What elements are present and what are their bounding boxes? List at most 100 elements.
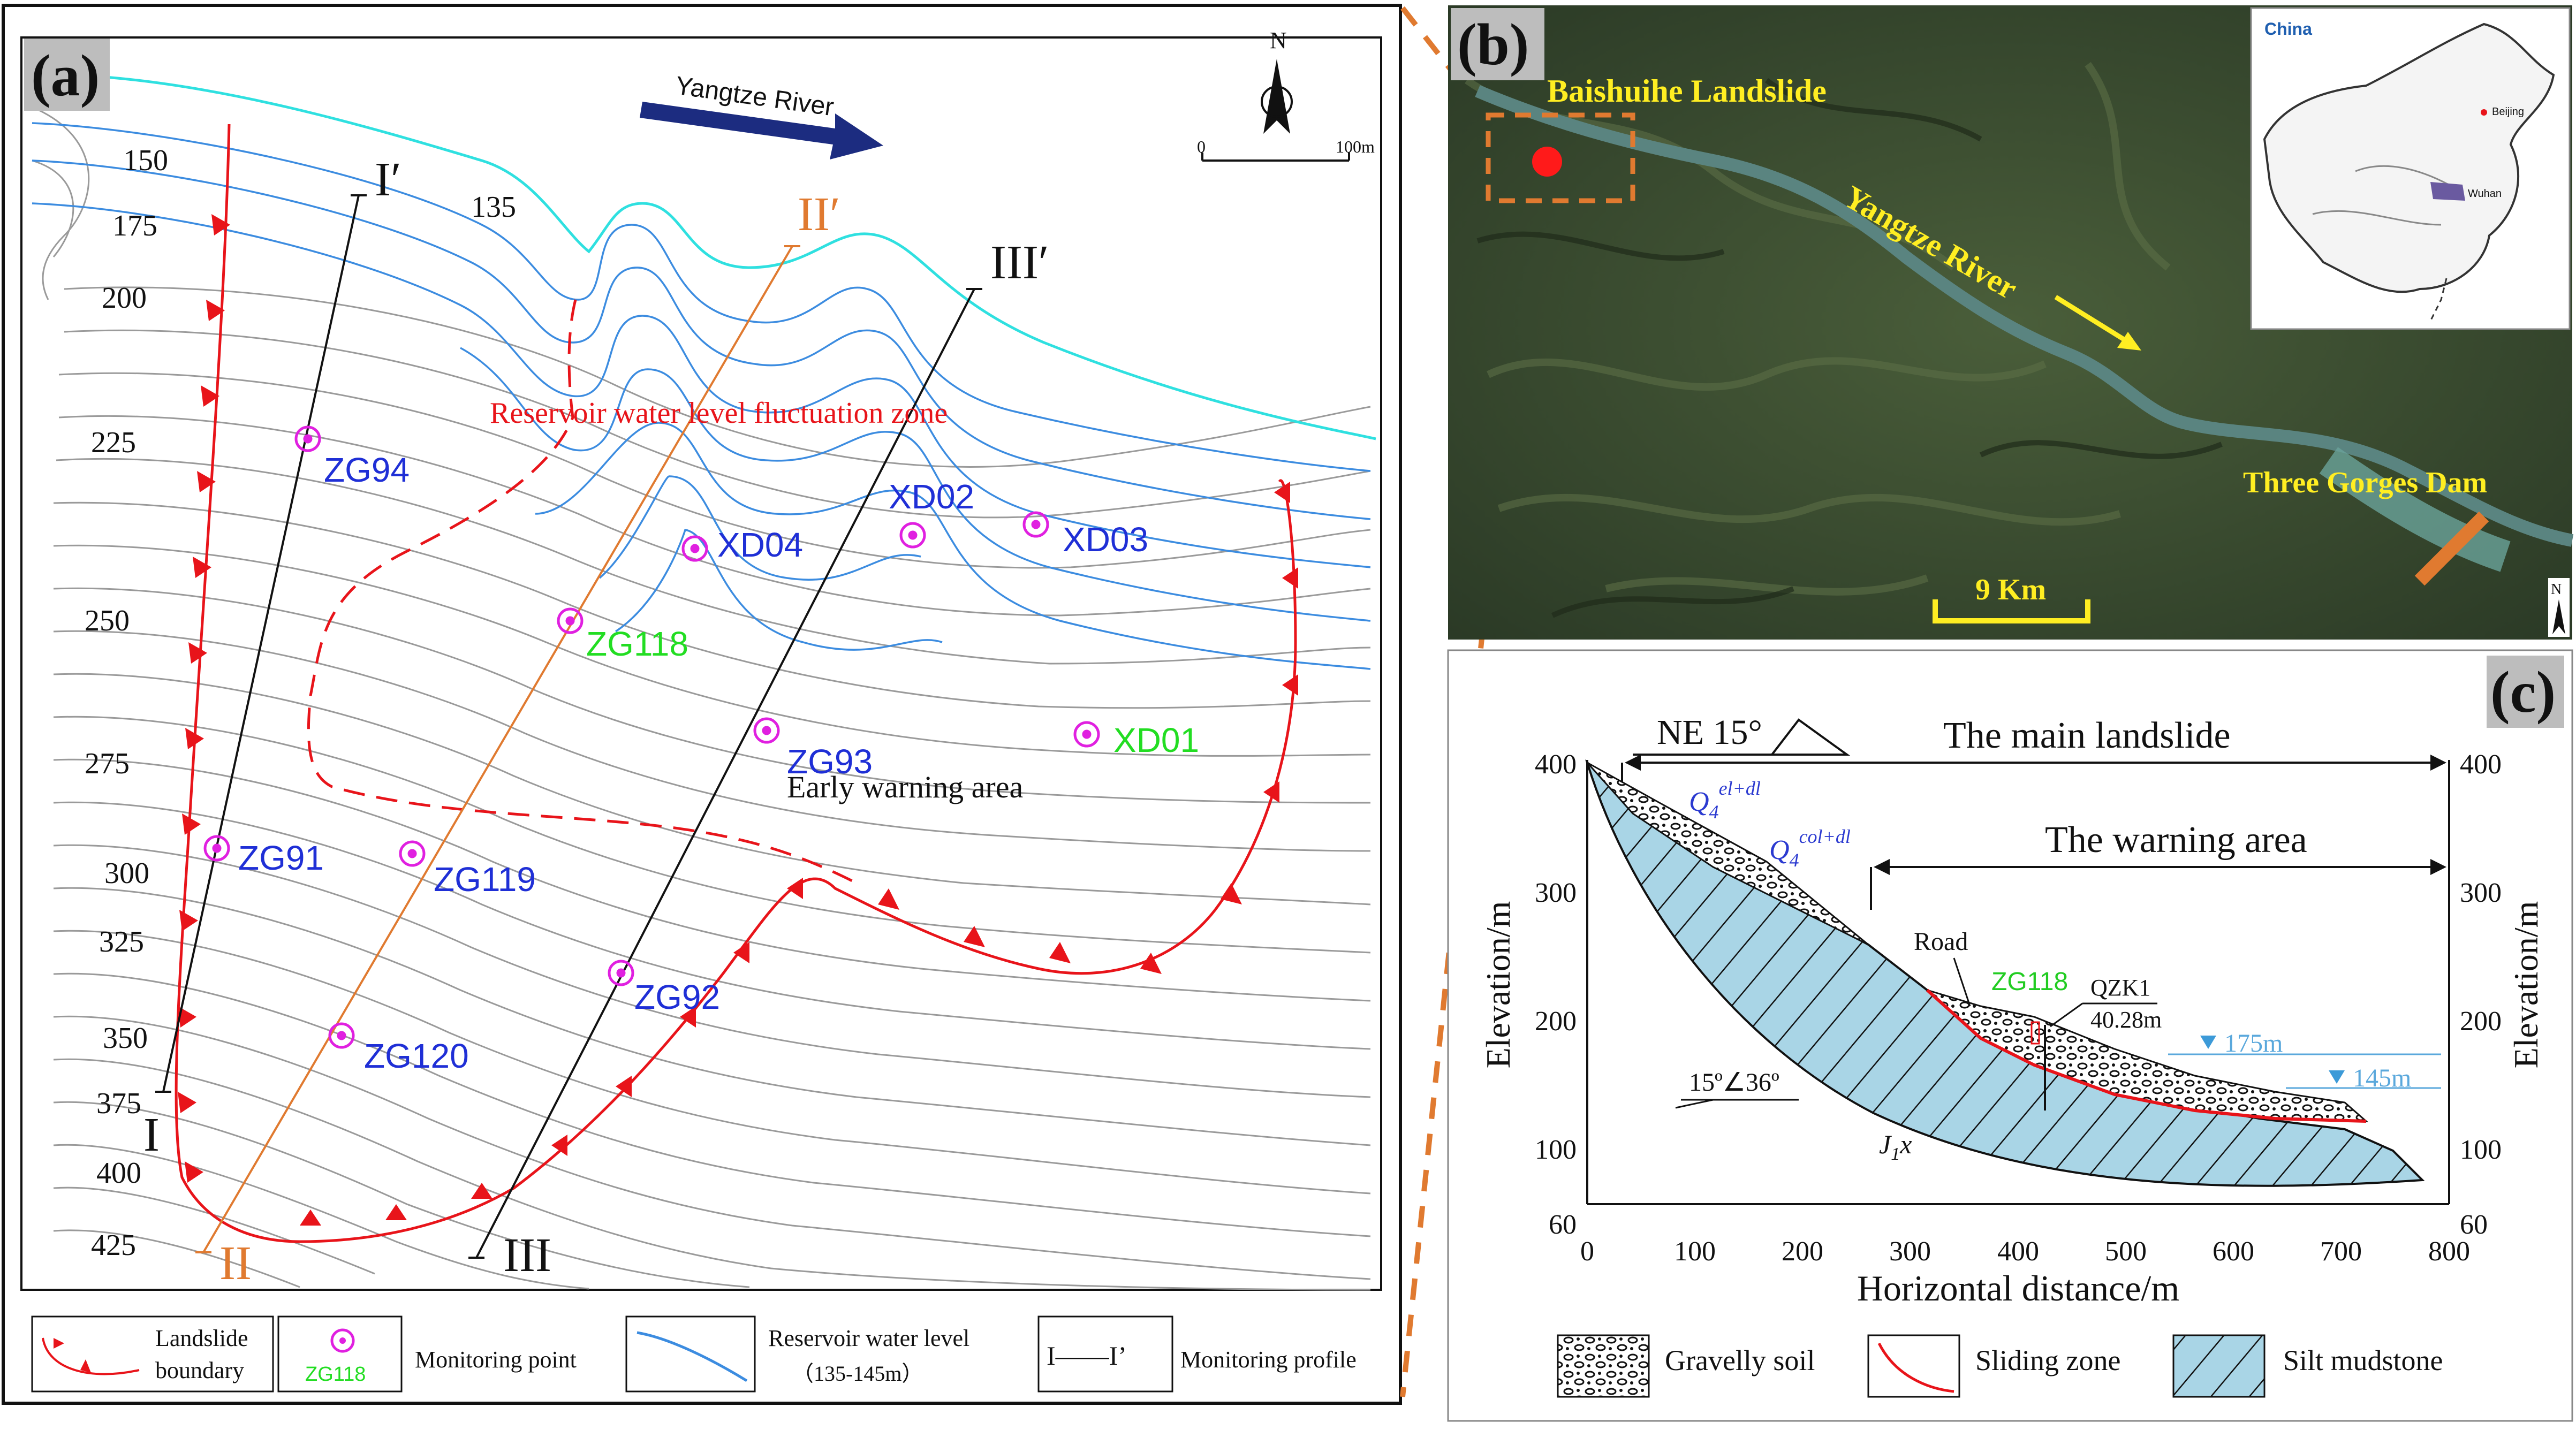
point-zg92 <box>608 960 634 986</box>
label-zg92: ZG92 <box>634 978 720 1016</box>
jx-end: x <box>1899 1129 1912 1159</box>
x-tick-700: 700 <box>2320 1236 2362 1267</box>
panel-c: (c) NE 15° The main landslide The warnin… <box>1447 649 2573 1422</box>
profile-labels: I′ I II′ II III′ III <box>143 153 1049 1290</box>
panel-a: (a) Yangtze River N 0 100m 150 175 200 2… <box>2 4 1402 1405</box>
point-zg94 <box>294 425 321 452</box>
label-xd03: XD03 <box>1063 520 1148 559</box>
contour-label-275: 275 <box>85 747 130 780</box>
y-tick-labels-left: 400 300 200 100 60 <box>1535 749 1577 1240</box>
monitoring-points <box>203 425 1100 1049</box>
label-zg93: ZG93 <box>787 742 873 781</box>
profile-iii-line <box>475 288 975 1258</box>
china-inset: Beijing Wuhan China <box>2250 7 2571 330</box>
legend-boundary-l1: Landslide <box>155 1325 248 1351</box>
legend-box-boundary <box>31 1315 274 1393</box>
x-tick-500: 500 <box>2105 1236 2147 1267</box>
jx-sub: 1 <box>1891 1144 1900 1164</box>
map-frame <box>20 36 1382 1291</box>
legend-profile-symbol: I——I’ <box>1047 1341 1127 1371</box>
point-zg91 <box>203 835 230 862</box>
y-tick-labels-right: 400 300 200 100 60 <box>2460 749 2502 1240</box>
upper-soil-layer <box>1586 762 1869 946</box>
contour-labels: 150 175 200 225 250 275 300 325 350 375 … <box>85 144 516 1262</box>
q-el-base: Q <box>1689 787 1709 817</box>
label-zg120: ZG120 <box>364 1037 469 1075</box>
svg-text:Q4col+dl: Q4col+dl <box>1769 826 1851 871</box>
early-warning-label: Early warning area <box>787 770 1023 804</box>
point-zg93 <box>753 717 780 744</box>
label-xd02: XD02 <box>889 477 974 516</box>
profile-iii-bottom: III <box>503 1229 551 1282</box>
qzk1-label: QZK1 <box>2090 975 2150 1001</box>
silt-mudstone-body <box>1585 759 2425 1187</box>
x-tick-200: 200 <box>1782 1236 1823 1267</box>
dam-label: Three Gorges Dam <box>2243 466 2487 499</box>
x-tick-800: 800 <box>2428 1236 2470 1267</box>
contour-label-135: 135 <box>471 191 516 224</box>
contour-label-400: 400 <box>96 1157 141 1190</box>
contour-label-150: 150 <box>123 144 168 177</box>
terrain-texture-dark <box>1476 78 2223 618</box>
y-tick-left-100: 100 <box>1535 1135 1577 1165</box>
svg-text:J1x: J1x <box>1879 1129 1912 1164</box>
profile-ii-top: II′ <box>798 188 840 241</box>
panel-c-label: (c) <box>2490 659 2556 725</box>
scale-label-b: 9 Km <box>1975 573 2046 606</box>
x-tick-400: 400 <box>1997 1236 2039 1267</box>
qzk1-depth: 40.28m <box>2090 1007 2162 1033</box>
panel-b-label-bg <box>1451 8 1544 80</box>
contour-label-425: 425 <box>91 1229 136 1262</box>
profile-ii-bottom: II <box>219 1237 252 1290</box>
yangtze-river-channel <box>1475 85 2574 547</box>
warning-area-label: The warning area <box>2045 819 2307 861</box>
point-zg119 <box>399 840 426 867</box>
north-label-b: N <box>2551 581 2562 598</box>
point-xd04 <box>681 535 708 562</box>
panel-a-label-bg <box>24 39 110 111</box>
profile-i-bottom: I <box>143 1108 160 1161</box>
point-zg120 <box>328 1022 355 1049</box>
contour-label-225: 225 <box>91 426 136 459</box>
inset-title: China <box>2264 19 2312 39</box>
q-col-sub: 4 <box>1790 849 1799 871</box>
sliding-zone-line <box>1926 988 2367 1123</box>
point-zg118 <box>557 607 584 634</box>
main-landslide-label: The main landslide <box>1943 715 2231 756</box>
label-zg119: ZG119 <box>434 860 536 899</box>
orientation-label: NE 15° <box>1657 713 1762 752</box>
north-label: N <box>1270 27 1287 54</box>
contour-label-325: 325 <box>99 925 144 959</box>
y-tick-right-200: 200 <box>2460 1006 2502 1037</box>
scale-zero: 0 <box>1197 137 1206 156</box>
scale-end: 100m <box>1336 137 1375 156</box>
panel-a-frame <box>2 4 1402 1405</box>
legend-monitoring-point: Monitoring point <box>415 1347 577 1373</box>
point-labels: ZG94 XD04 XD02 XD03 ZG93 ZG91 ZG119 ZG92… <box>238 451 1199 1075</box>
profile-iii-top: III′ <box>990 236 1049 289</box>
contour-label-250: 250 <box>85 604 130 637</box>
y-axis-label-right: Elevation/m <box>2507 901 2545 1069</box>
y-tick-left-400: 400 <box>1535 749 1577 780</box>
profile-i-top: I′ <box>375 153 401 206</box>
profile-i-line <box>162 195 360 1092</box>
landslide-label: Baishuihe Landslide <box>1547 73 1827 109</box>
q-col-base: Q <box>1769 835 1790 865</box>
jx-base: J <box>1879 1129 1892 1159</box>
y-tick-right-60: 60 <box>2460 1210 2488 1240</box>
orientation-marker <box>1633 718 1851 756</box>
q-el-sup: el+dl <box>1719 778 1761 799</box>
y-tick-left-200: 200 <box>1535 1006 1577 1037</box>
panel-c-legend: Gravelly soil Sliding zone Silt mudstone <box>1557 1334 2443 1398</box>
contour-label-350: 350 <box>103 1022 148 1055</box>
y-tick-right-100: 100 <box>2460 1135 2502 1165</box>
label-xd01: XD01 <box>1113 721 1199 759</box>
point-xd01 <box>1073 721 1100 748</box>
legend-gravelly-swatch <box>1557 1334 1650 1398</box>
x-tick-300: 300 <box>1889 1236 1931 1267</box>
label-xd04: XD04 <box>717 526 803 564</box>
inset-city-wuhan: Wuhan <box>2468 188 2502 200</box>
label-zg94: ZG94 <box>324 451 410 489</box>
point-xd03 <box>1022 511 1049 538</box>
